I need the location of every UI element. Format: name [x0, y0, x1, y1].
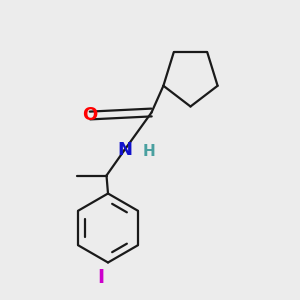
Text: I: I — [97, 268, 104, 287]
Text: N: N — [117, 141, 132, 159]
Text: H: H — [142, 144, 155, 159]
Text: O: O — [82, 106, 98, 124]
